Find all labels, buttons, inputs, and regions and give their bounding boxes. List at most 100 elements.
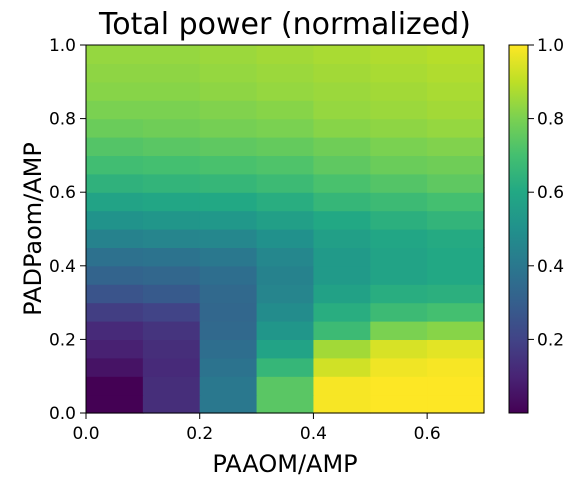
colorbar-tick-label: 0.4	[537, 257, 564, 277]
heatmap-cell	[256, 173, 315, 193]
heatmap-cell	[142, 339, 201, 359]
heatmap-cell	[313, 155, 371, 175]
heatmap-cell	[427, 284, 485, 304]
heatmap-cell	[313, 284, 371, 304]
heatmap-cell	[199, 302, 258, 322]
heatmap-cell	[86, 155, 144, 175]
y-tick-label: 0.4	[49, 257, 76, 277]
heatmap-cell	[370, 357, 428, 377]
heatmap-cell	[86, 137, 144, 156]
heatmap-cell	[370, 210, 428, 230]
heatmap-cell	[256, 118, 315, 138]
y-tick-label: 0.2	[49, 330, 76, 350]
heatmap-cell	[427, 247, 485, 267]
heatmap-cell	[370, 63, 428, 83]
heatmap-cell	[427, 63, 485, 83]
heatmap-cell	[313, 45, 371, 64]
heatmap-cell	[256, 302, 315, 322]
heatmap-cell	[370, 247, 428, 267]
x-axis-label: PAAOM/AMP	[212, 450, 357, 478]
heatmap-cell	[256, 210, 315, 230]
heatmap-cell	[313, 118, 371, 138]
heatmap-cell	[199, 173, 258, 193]
heatmap-cell	[199, 63, 258, 83]
heatmap-cell	[199, 394, 258, 414]
y-tick-label: 0.8	[49, 110, 76, 130]
heatmap-cell	[199, 155, 258, 175]
heatmap-cell	[313, 339, 371, 359]
heatmap-cell	[86, 192, 144, 212]
heatmap-cell	[256, 45, 315, 64]
heatmap-cell	[313, 63, 371, 83]
heatmap-cell	[86, 81, 144, 101]
heatmap-cell	[313, 229, 371, 248]
heatmap-cell	[256, 63, 315, 83]
heatmap-cell	[256, 376, 315, 396]
heatmap-cell	[313, 192, 371, 212]
heatmap-cell	[427, 321, 485, 340]
heatmap-cell	[313, 321, 371, 340]
heatmap-cell	[86, 100, 144, 120]
heatmap-cell	[142, 321, 201, 340]
heatmap-cell	[370, 45, 428, 64]
heatmap-cell	[86, 394, 144, 414]
heatmap-cell	[199, 137, 258, 156]
heatmap-cell	[427, 357, 485, 377]
heatmap-cell	[86, 173, 144, 193]
colorbar	[508, 44, 529, 414]
heatmap-cell	[256, 394, 315, 414]
heatmap-cell	[86, 229, 144, 248]
heatmap-cell	[199, 45, 258, 64]
heatmap-cell	[256, 247, 315, 267]
heatmap-cell	[256, 81, 315, 101]
y-tick-label: 0.0	[49, 404, 76, 424]
heatmap-cell	[86, 284, 144, 304]
heatmap-cell	[142, 63, 201, 83]
heatmap-cell	[142, 229, 201, 248]
heatmap-cell	[370, 394, 428, 414]
heatmap-cell	[142, 357, 201, 377]
heatmap-cell	[427, 81, 485, 101]
heatmap-cell	[86, 63, 144, 83]
heatmap-cell	[370, 192, 428, 212]
heatmap-cell	[86, 376, 144, 396]
heatmap-cell	[256, 192, 315, 212]
heatmap-cell	[370, 81, 428, 101]
heatmap-cell	[199, 229, 258, 248]
heatmap-cell	[199, 321, 258, 340]
heatmap-cell	[199, 81, 258, 101]
heatmap-cell	[313, 376, 371, 396]
heatmap-cell	[199, 100, 258, 120]
heatmap-cell	[370, 284, 428, 304]
heatmap-cell	[86, 210, 144, 230]
heatmap-cell	[256, 100, 315, 120]
heatmap-cell	[199, 247, 258, 267]
heatmap-cell	[142, 247, 201, 267]
heatmap-cell	[313, 137, 371, 156]
heatmap-cell	[86, 45, 144, 64]
heatmap-cell	[427, 376, 485, 396]
y-axis-label: PADPaom/AMP	[19, 142, 47, 316]
heatmap-cell	[142, 192, 201, 212]
heatmap-cell	[313, 302, 371, 322]
x-tick-label: 0.2	[186, 424, 213, 444]
heatmap-cell	[370, 339, 428, 359]
heatmap-cell	[370, 155, 428, 175]
chart-title: Total power (normalized)	[98, 7, 471, 42]
heatmap-cell	[199, 284, 258, 304]
heatmap-cell	[86, 247, 144, 267]
heatmap-cell	[427, 118, 485, 138]
heatmap-cell	[427, 192, 485, 212]
heatmap-cell	[313, 100, 371, 120]
colorbar-tick-label: 0.2	[537, 330, 564, 350]
heatmap-cell	[256, 137, 315, 156]
heatmap-cell	[199, 118, 258, 138]
heatmap-cell	[427, 339, 485, 359]
y-tick-label: 0.6	[49, 183, 76, 203]
heatmap-cell	[370, 265, 428, 285]
heatmap-cell	[427, 265, 485, 285]
heatmap-cell	[370, 173, 428, 193]
heatmap-cell	[142, 173, 201, 193]
heatmap-cell	[142, 45, 201, 64]
